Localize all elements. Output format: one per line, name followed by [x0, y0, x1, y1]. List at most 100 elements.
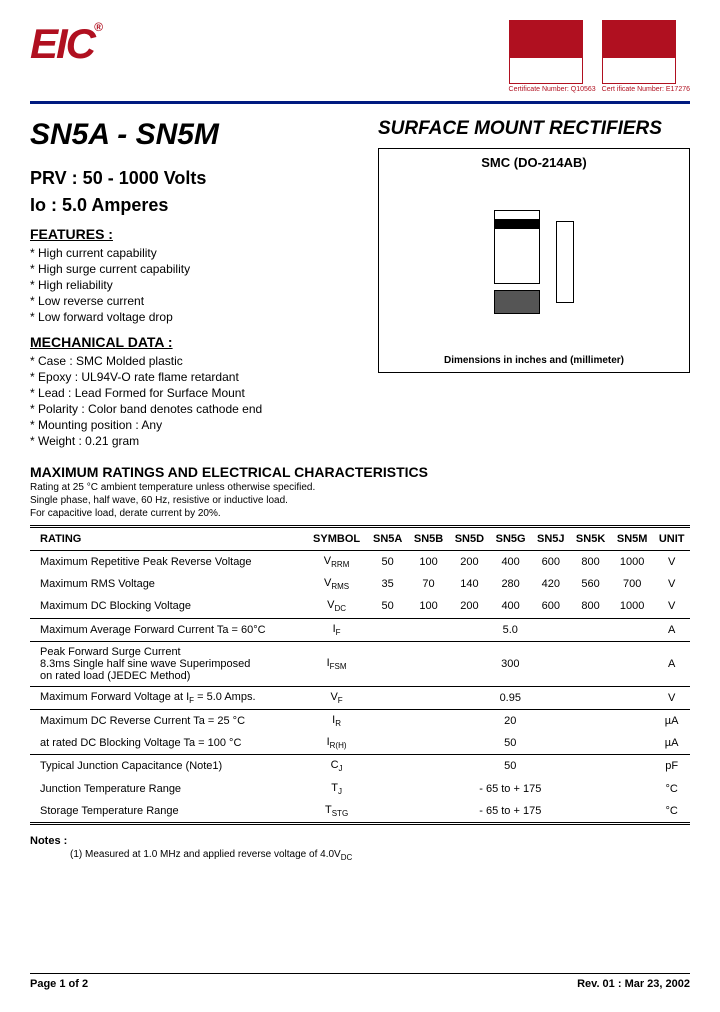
table-header: SYMBOL [306, 528, 367, 551]
rating-symbol: TJ [306, 778, 367, 800]
rating-unit: °C [653, 778, 690, 800]
rating-cell: 50 [367, 595, 408, 618]
part-title: SN5A - SN5M [30, 118, 360, 152]
rating-symbol: IF [306, 618, 367, 641]
rating-cell: VRMS [306, 573, 367, 595]
rating-unit: V [653, 686, 690, 709]
table-header: UNIT [653, 528, 690, 551]
table-row: Maximum RMS VoltageVRMS35701402804205607… [30, 573, 690, 595]
ratings-heading: MAXIMUM RATINGS AND ELECTRICAL CHARACTER… [30, 464, 690, 480]
rating-cell: VDC [306, 595, 367, 618]
table-header: SN5G [490, 528, 532, 551]
mech-heading: MECHANICAL DATA : [30, 334, 360, 350]
rating-cell: 280 [490, 573, 532, 595]
table-row: Junction Temperature RangeTJ- 65 to + 17… [30, 778, 690, 800]
table-header: SN5D [449, 528, 490, 551]
rating-unit: A [653, 618, 690, 641]
cert-iso9001 [509, 20, 583, 84]
rating-label: Storage Temperature Range [30, 800, 306, 822]
pkg-footprint [494, 290, 540, 314]
table-header: SN5M [611, 528, 653, 551]
rating-value: 5.0 [367, 618, 653, 641]
rating-cell: 50 [367, 551, 408, 574]
diagram-drawing [385, 174, 683, 349]
rating-value: - 65 to + 175 [367, 800, 653, 822]
rating-cell: 400 [490, 551, 532, 574]
rating-unit: µA [653, 709, 690, 732]
rating-cell: 560 [570, 573, 611, 595]
table-row: Maximum Forward Voltage at IF = 5.0 Amps… [30, 686, 690, 709]
table-row: Maximum DC Blocking VoltageVDC5010020040… [30, 595, 690, 618]
rating-symbol: CJ [306, 755, 367, 778]
notes-heading: Notes : [30, 835, 690, 847]
mech-item: Mounting position : Any [30, 418, 360, 432]
rating-symbol: IFSM [306, 641, 367, 686]
table-row: Peak Forward Surge Current8.3ms Single h… [30, 641, 690, 686]
mech-item: Epoxy : UL94V-O rate flame retardant [30, 370, 360, 384]
rating-cell: 600 [531, 595, 570, 618]
footer: Page 1 of 2 Rev. 01 : Mar 23, 2002 [30, 973, 690, 990]
rating-unit: °C [653, 800, 690, 822]
table-header: RATING [30, 528, 306, 551]
table-row: Maximum Repetitive Peak Reverse VoltageV… [30, 551, 690, 574]
rating-cell: 400 [490, 595, 532, 618]
ratings-note: Single phase, half wave, 60 Hz, resistiv… [30, 495, 690, 506]
table-row: Maximum DC Reverse Current Ta = 25 °CIR2… [30, 709, 690, 732]
mech-list: Case : SMC Molded plastic Epoxy : UL94V-O… [30, 354, 360, 448]
header: EIC® Certificate Number: Q10563 Cert ifi… [30, 20, 690, 93]
rating-label: Junction Temperature Range [30, 778, 306, 800]
ratings-note: For capacitive load, derate current by 2… [30, 508, 690, 519]
mech-item: Polarity : Color band denotes cathode en… [30, 402, 360, 416]
table-row: Storage Temperature RangeTSTG- 65 to + 1… [30, 800, 690, 822]
feature-item: High current capability [30, 246, 360, 260]
rating-cell: 200 [449, 595, 490, 618]
mech-item: Lead : Lead Formed for Surface Mount [30, 386, 360, 400]
rating-cell: 35 [367, 573, 408, 595]
rating-symbol: IR(H) [306, 732, 367, 755]
rating-cell: 800 [570, 595, 611, 618]
rating-cell: 1000 [611, 595, 653, 618]
rating-label: Maximum Forward Voltage at IF = 5.0 Amps… [30, 686, 306, 709]
mech-item: Case : SMC Molded plastic [30, 354, 360, 368]
rating-label: Maximum RMS Voltage [30, 573, 306, 595]
rating-cell: 100 [408, 551, 449, 574]
rating-label: at rated DC Blocking Voltage Ta = 100 °C [30, 732, 306, 755]
cert-label: Certificate Number: Q10563 [509, 86, 596, 93]
rating-unit: A [653, 641, 690, 686]
rating-symbol: VF [306, 686, 367, 709]
rating-label: Typical Junction Capacitance (Note1) [30, 755, 306, 778]
rating-cell: 600 [531, 551, 570, 574]
pkg-side-view [556, 221, 574, 303]
rating-value: 20 [367, 709, 653, 732]
table-header: SN5J [531, 528, 570, 551]
rating-cell: 140 [449, 573, 490, 595]
diagram-title: SMC (DO-214AB) [385, 155, 683, 170]
spec-io: Io : 5.0 Amperes [30, 195, 360, 216]
rating-symbol: TSTG [306, 800, 367, 822]
table-header: SN5A [367, 528, 408, 551]
rating-symbol: IR [306, 709, 367, 732]
cert-label: Cert ificate Number: E17276 [602, 86, 690, 93]
logo: EIC® [30, 20, 101, 68]
rating-value: 0.95 [367, 686, 653, 709]
rating-cell: VRRM [306, 551, 367, 574]
rating-cell: V [653, 551, 690, 574]
rating-cell: 700 [611, 573, 653, 595]
rating-label: Peak Forward Surge Current8.3ms Single h… [30, 641, 306, 686]
page-number: Page 1 of 2 [30, 978, 88, 990]
ratings-table: RATINGSYMBOLSN5ASN5BSN5DSN5GSN5JSN5KSN5M… [30, 525, 690, 825]
package-diagram: SMC (DO-214AB) Dimensions in inches and … [378, 148, 690, 373]
revision: Rev. 01 : Mar 23, 2002 [577, 978, 690, 990]
rating-cell: V [653, 573, 690, 595]
table-row: at rated DC Blocking Voltage Ta = 100 °C… [30, 732, 690, 755]
table-row: Typical Junction Capacitance (Note1)CJ50… [30, 755, 690, 778]
table-header: SN5K [570, 528, 611, 551]
rating-unit: µA [653, 732, 690, 755]
diagram-note: Dimensions in inches and (millimeter) [385, 355, 683, 366]
pkg-top-view [494, 210, 540, 284]
rating-label: Maximum DC Reverse Current Ta = 25 °C [30, 709, 306, 732]
rating-cell: 200 [449, 551, 490, 574]
rating-unit: pF [653, 755, 690, 778]
rating-cell: 800 [570, 551, 611, 574]
feature-item: High reliability [30, 278, 360, 292]
